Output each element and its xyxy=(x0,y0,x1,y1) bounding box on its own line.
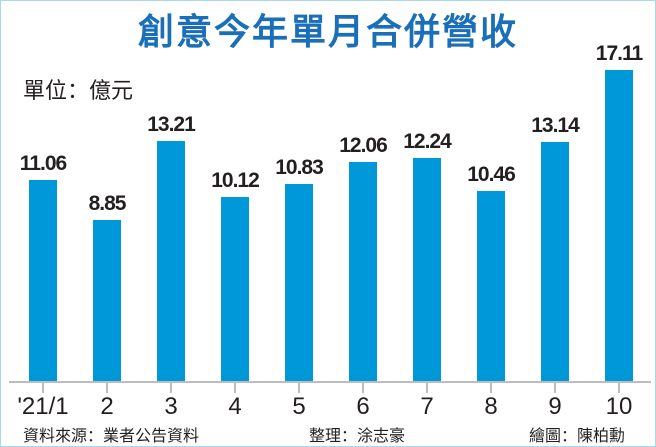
bar xyxy=(285,184,313,381)
x-axis-line xyxy=(9,381,651,383)
bar-value-label: 12.24 xyxy=(403,130,452,153)
x-axis-tick xyxy=(298,383,300,393)
x-axis-label: 6 xyxy=(356,393,370,420)
x-axis-label: 10 xyxy=(605,393,633,420)
x-axis-tick xyxy=(618,383,620,393)
bar xyxy=(29,180,57,381)
bar xyxy=(349,162,377,381)
bar-value-label: 8.85 xyxy=(88,192,127,215)
bar-value-label: 13.21 xyxy=(147,113,196,136)
bar-value-label: 13.14 xyxy=(531,114,580,137)
x-axis-tick xyxy=(170,383,172,393)
x-axis-tick xyxy=(554,383,556,393)
graphic-by-note: 繪圖：陳柏勳 xyxy=(529,426,626,445)
x-axis-tick xyxy=(362,383,364,393)
source-note: 資料來源：業者公告資料 xyxy=(23,426,200,445)
bar-value-label: 10.83 xyxy=(275,156,324,179)
x-axis-label: 8 xyxy=(484,393,498,420)
x-axis-label: 3 xyxy=(164,393,178,420)
bar-value-label: 11.06 xyxy=(19,152,67,175)
x-axis-label: 4 xyxy=(228,393,242,420)
bar-value-label: 12.06 xyxy=(339,134,388,157)
chart-title: 創意今年單月合併營收 xyxy=(137,12,518,53)
bar xyxy=(541,142,569,381)
x-axis-tick xyxy=(234,383,236,393)
bar xyxy=(93,220,121,381)
bar xyxy=(605,70,633,381)
bar-value-label: 10.46 xyxy=(467,163,516,186)
x-axis-label: 2 xyxy=(100,393,114,420)
bar-value-label: 10.12 xyxy=(211,169,260,192)
x-axis-label: '21/1 xyxy=(17,393,69,420)
bar xyxy=(413,158,441,381)
compiled-by-note: 整理：涂志豪 xyxy=(309,426,406,445)
unit-label: 單位：億元 xyxy=(23,79,134,104)
x-axis-label: 9 xyxy=(548,393,562,420)
x-axis-tick xyxy=(42,383,44,393)
bar xyxy=(157,141,185,381)
bar xyxy=(477,191,505,381)
x-axis-tick xyxy=(490,383,492,393)
bar xyxy=(221,197,249,381)
x-axis-tick xyxy=(106,383,108,393)
x-axis-label: 5 xyxy=(292,393,306,420)
x-axis-label: 7 xyxy=(420,393,434,420)
bar-value-label: 17.11 xyxy=(595,42,643,65)
x-axis-tick xyxy=(426,383,428,393)
